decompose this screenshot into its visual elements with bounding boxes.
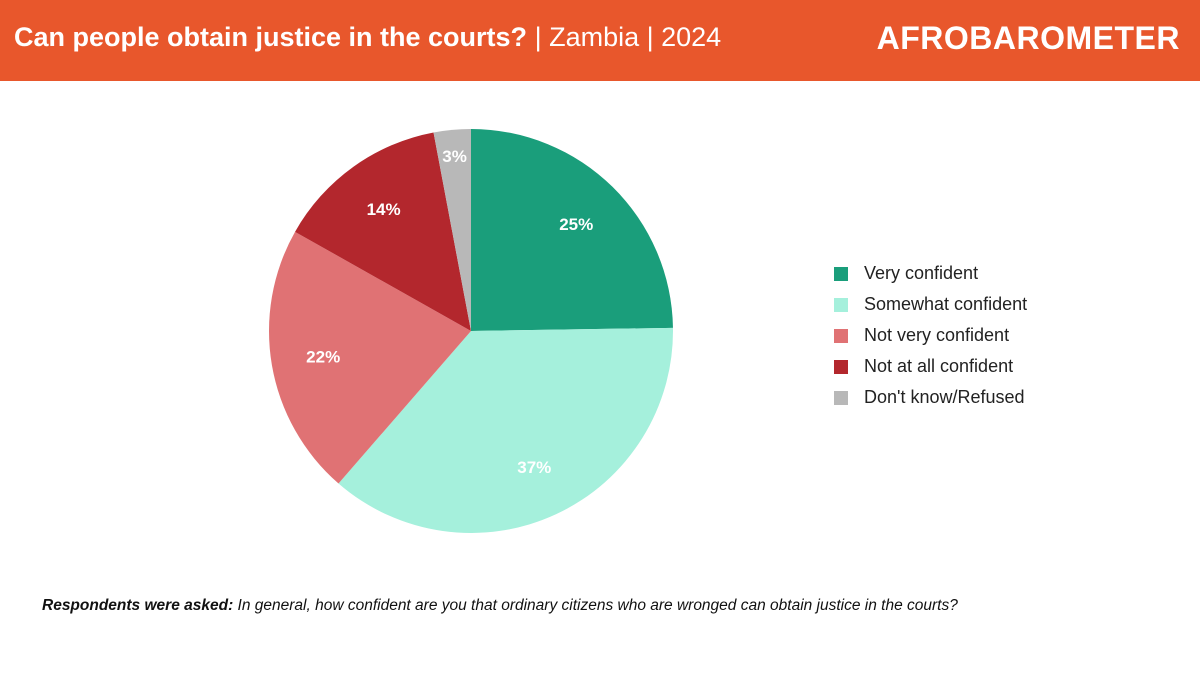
title-sub: | Zambia | 2024 xyxy=(527,22,722,52)
legend-item-2: Not very confident xyxy=(834,320,1027,351)
legend-swatch-3 xyxy=(834,359,848,374)
legend-swatch-2 xyxy=(834,328,848,343)
legend-swatch-4 xyxy=(834,390,848,405)
pie-slice-4 xyxy=(433,129,471,331)
legend-swatch-1 xyxy=(834,297,848,312)
pie-slice-1 xyxy=(338,327,673,534)
legend-label-4: Don't know/Refused xyxy=(864,387,1025,407)
legend-label-1: Somewhat confident xyxy=(864,294,1028,314)
footnote-label: Respondents were asked: xyxy=(42,597,234,614)
slice-value-label-1: 37% xyxy=(517,458,551,477)
legend-label-2: Not very confident xyxy=(864,325,1010,345)
pie-slice-0 xyxy=(471,129,673,331)
pie-slice-3 xyxy=(295,132,471,331)
legend-label-3: Not at all confident xyxy=(864,356,1014,376)
title-main: Can people obtain justice in the courts? xyxy=(14,22,528,52)
slice-value-label-2: 22% xyxy=(306,348,340,367)
chart-legend: Very confident Somewhat confident Not very… xyxy=(834,258,1027,413)
legend-item-0: Very confident xyxy=(834,258,1027,289)
footnote-question: In general, how confident are you that o… xyxy=(233,597,958,614)
question-footnote: Respondents were asked: In general, how … xyxy=(42,597,958,615)
legend-label-0: Very confident xyxy=(864,263,979,283)
slice-value-label-3: 14% xyxy=(367,200,401,219)
pie-chart: 25% 37% 22% 14% 3% xyxy=(269,129,673,534)
slice-value-label-4: 3% xyxy=(442,147,467,166)
legend-swatch-0 xyxy=(834,266,848,281)
pie-slice-2 xyxy=(269,231,471,484)
slice-value-label-0: 25% xyxy=(559,215,593,234)
legend-item-4: Don't know/Refused xyxy=(834,382,1027,413)
header-bar: Can people obtain justice in the courts?… xyxy=(0,0,1200,81)
legend-item-1: Somewhat confident xyxy=(834,289,1027,320)
page-title: Can people obtain justice in the courts?… xyxy=(14,22,721,53)
legend-item-3: Not at all confident xyxy=(834,351,1027,382)
brand-logo: AFROBAROMETER xyxy=(876,20,1180,56)
